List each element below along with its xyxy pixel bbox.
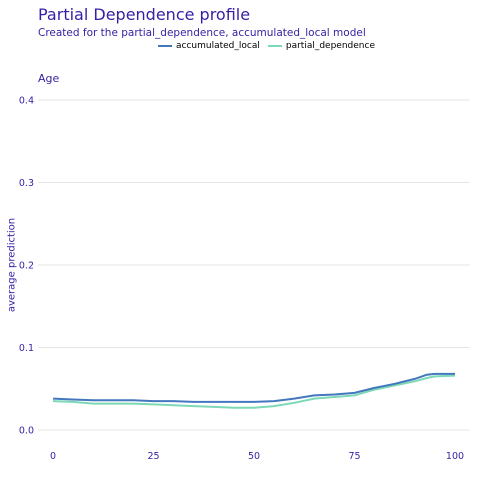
legend: accumulated_local partial_dependence <box>158 41 383 51</box>
y-tick-label: 0.3 <box>19 178 34 189</box>
y-tick-label: 0.4 <box>19 96 34 107</box>
x-tick-label: 75 <box>348 451 360 462</box>
x-tick-label: 25 <box>147 451 159 462</box>
legend-swatch-partial-dependence <box>267 45 282 47</box>
legend-label-accumulated-local: accumulated_local <box>176 41 260 51</box>
chart-title: Partial Dependence profile <box>38 5 251 24</box>
chart-subtitle: Created for the partial_dependence, accu… <box>38 27 366 39</box>
series-line-partial-dependence <box>52 374 456 409</box>
y-tick-label: 0.2 <box>19 261 34 272</box>
legend-item-accumulated-local: accumulated_local <box>158 41 260 51</box>
series-line-accumulated-local <box>52 372 455 403</box>
x-tick-label: 50 <box>248 451 260 462</box>
x-tick-label: 0 <box>50 451 56 462</box>
facet-label: Age <box>38 72 60 85</box>
legend-item-partial-dependence: partial_dependence <box>267 41 375 51</box>
legend-label-partial-dependence: partial_dependence <box>285 41 375 51</box>
legend-swatch-accumulated-local <box>158 45 172 47</box>
y-tick-label: 0.0 <box>19 426 34 437</box>
x-tick-label: 100 <box>446 451 464 462</box>
y-tick-label: 0.1 <box>19 343 34 354</box>
